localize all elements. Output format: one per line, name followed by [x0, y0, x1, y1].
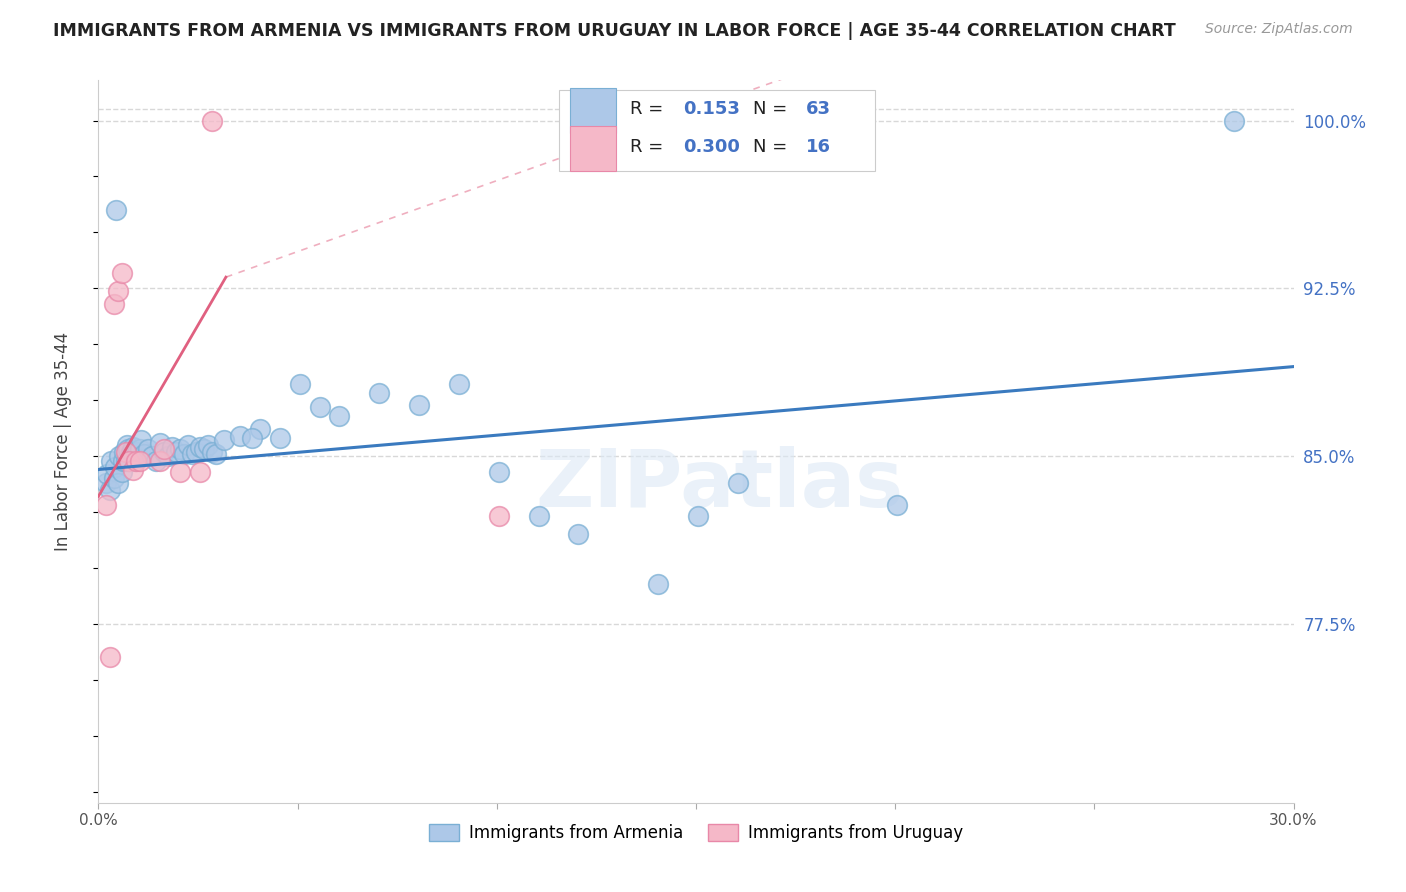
Point [328, 409, 350, 423]
Point [229, 429, 252, 443]
Point [129, 442, 152, 457]
Text: 16: 16 [806, 137, 831, 156]
Text: R =: R = [630, 137, 669, 156]
Point [173, 447, 195, 461]
Point [141, 449, 163, 463]
Point [112, 453, 135, 467]
Point [104, 460, 127, 475]
Point [145, 453, 167, 467]
Point [118, 453, 141, 467]
Point [118, 453, 141, 467]
Text: 0.300: 0.300 [683, 137, 740, 156]
FancyBboxPatch shape [558, 90, 876, 170]
Point [157, 449, 180, 463]
Point [114, 453, 136, 467]
Point [686, 509, 709, 524]
Point [110, 465, 132, 479]
Point [201, 444, 224, 458]
Point [134, 447, 156, 461]
Point [205, 447, 228, 461]
Point [240, 431, 263, 445]
Point [98, 483, 121, 497]
Point [193, 442, 215, 457]
Point [124, 453, 146, 467]
Text: N =: N = [754, 137, 793, 156]
Point [107, 284, 129, 298]
Y-axis label: In Labor Force | Age 35-44: In Labor Force | Age 35-44 [53, 332, 72, 551]
Point [308, 400, 330, 414]
Point [408, 398, 430, 412]
Point [488, 465, 510, 479]
Point [169, 465, 191, 479]
Point [96, 467, 118, 481]
Point [188, 440, 211, 454]
Point [94, 475, 117, 490]
Point [114, 444, 136, 458]
Point [117, 442, 139, 457]
Point [201, 113, 224, 128]
Point [184, 444, 207, 458]
Point [447, 377, 470, 392]
Point [136, 442, 159, 457]
Point [149, 453, 172, 467]
Text: ZIPatlas: ZIPatlas [536, 446, 904, 524]
Text: 0.153: 0.153 [683, 100, 740, 118]
Point [115, 438, 138, 452]
Point [488, 509, 510, 524]
Point [169, 442, 191, 457]
Text: IMMIGRANTS FROM ARMENIA VS IMMIGRANTS FROM URUGUAY IN LABOR FORCE | AGE 35-44 CO: IMMIGRANTS FROM ARMENIA VS IMMIGRANTS FR… [53, 22, 1177, 40]
Point [153, 444, 176, 458]
Point [105, 202, 128, 217]
Point [160, 440, 183, 454]
Text: N =: N = [754, 100, 793, 118]
FancyBboxPatch shape [571, 126, 616, 170]
Point [120, 444, 142, 458]
Point [129, 453, 152, 467]
Point [249, 422, 271, 436]
Point [181, 447, 204, 461]
Text: Source: ZipAtlas.com: Source: ZipAtlas.com [1205, 22, 1353, 37]
Point [153, 442, 176, 457]
Point [122, 440, 145, 454]
Point [1223, 113, 1246, 128]
Point [269, 431, 291, 445]
Point [121, 444, 143, 458]
Point [288, 377, 311, 392]
Point [108, 449, 131, 463]
Point [103, 471, 125, 485]
Point [567, 527, 589, 541]
Point [727, 475, 749, 490]
Legend: Immigrants from Armenia, Immigrants from Uruguay: Immigrants from Armenia, Immigrants from… [422, 817, 970, 848]
Point [165, 444, 187, 458]
Point [100, 453, 122, 467]
Point [368, 386, 391, 401]
Point [177, 438, 200, 452]
Point [98, 650, 121, 665]
Point [127, 444, 149, 458]
Point [188, 465, 211, 479]
Point [122, 462, 145, 476]
Point [125, 453, 148, 467]
Point [110, 266, 132, 280]
Text: R =: R = [630, 100, 669, 118]
Point [128, 451, 150, 466]
Point [125, 449, 148, 463]
Point [647, 576, 669, 591]
Text: 63: 63 [806, 100, 831, 118]
Point [149, 435, 172, 450]
Point [212, 434, 235, 448]
FancyBboxPatch shape [571, 87, 616, 133]
Point [527, 509, 550, 524]
Point [94, 498, 117, 512]
Point [103, 297, 125, 311]
Point [197, 438, 219, 452]
Point [131, 434, 153, 448]
Point [112, 444, 135, 458]
Point [886, 498, 908, 512]
Point [107, 475, 129, 490]
